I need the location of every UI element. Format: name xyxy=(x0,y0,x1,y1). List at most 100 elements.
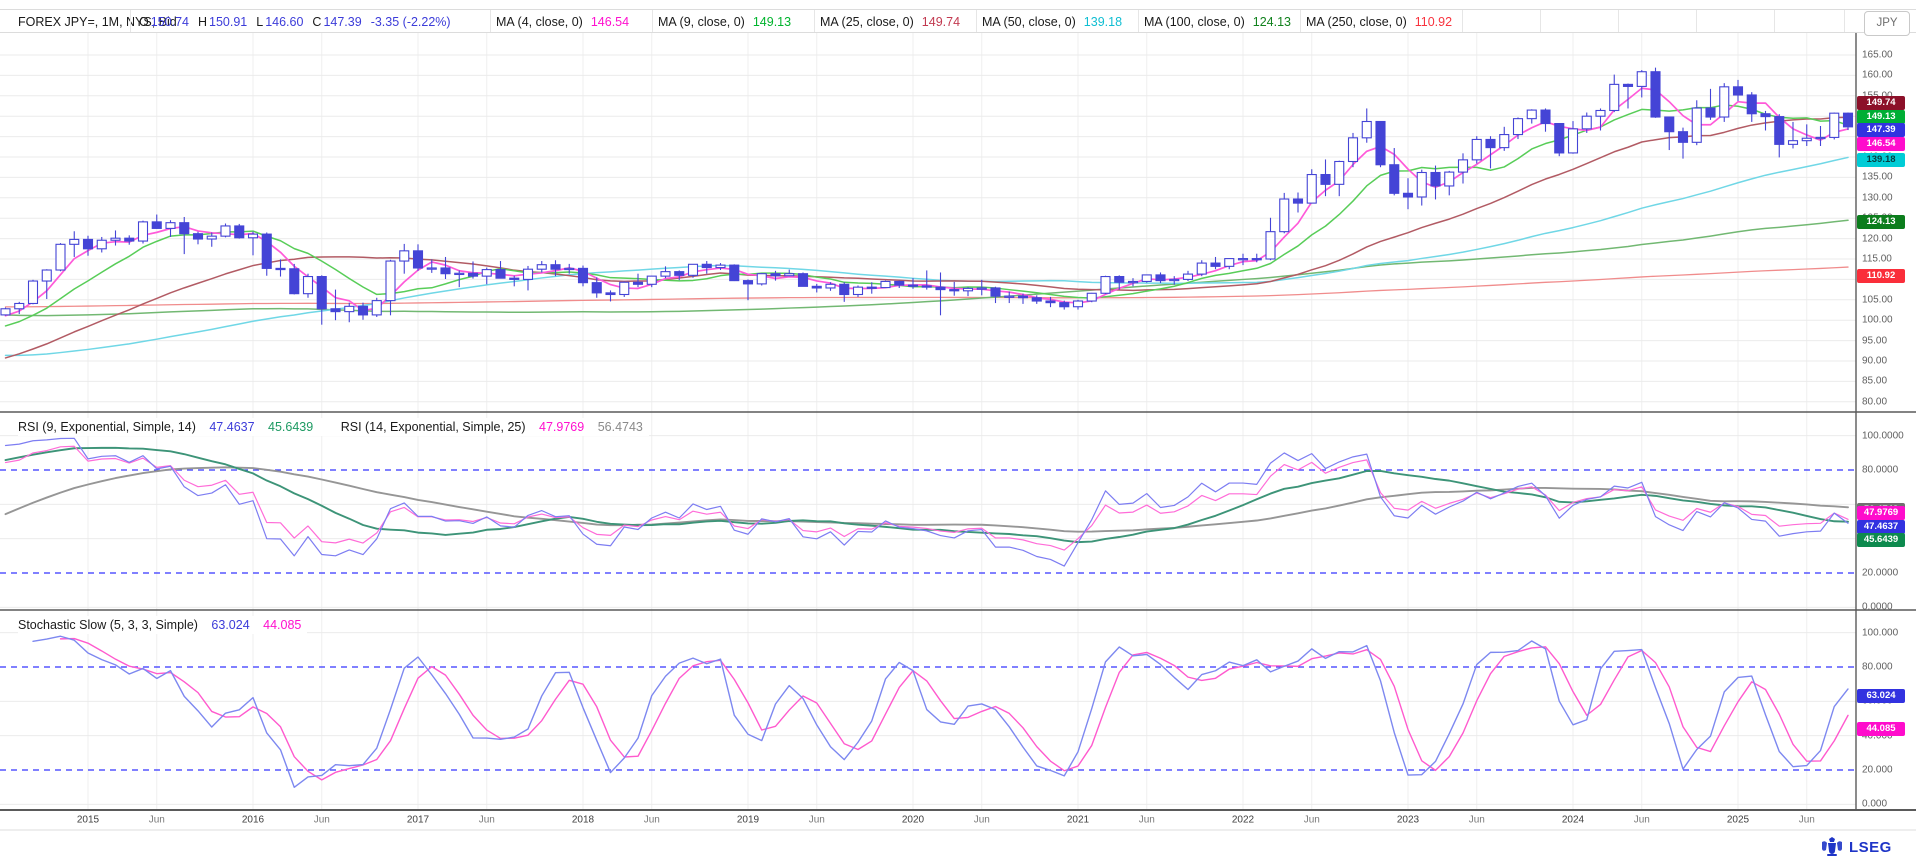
header-divider xyxy=(1300,10,1301,32)
ma-legend-label: MA (4, close, 0) xyxy=(496,15,583,29)
rsi-signal-value-2: 56.4743 xyxy=(597,420,643,434)
ma-legend-item[interactable]: MA (50, close, 0) 139.18 xyxy=(982,13,1122,31)
rsi-value-1: 47.4637 xyxy=(209,420,255,434)
price-tick-label: 120.00 xyxy=(1862,233,1893,245)
stochastic-tick-label: 0.000 xyxy=(1862,798,1888,810)
stochastic-k-value: 63.024 xyxy=(211,618,250,632)
ma-legend-label: MA (9, close, 0) xyxy=(658,15,745,29)
header-divider xyxy=(976,10,977,32)
stochastic-d-value: 44.085 xyxy=(263,618,302,632)
ma-legend-value: 149.13 xyxy=(752,15,792,29)
price-pane[interactable] xyxy=(0,33,1856,412)
price-tick-label: 80.00 xyxy=(1862,396,1888,408)
instrument-title[interactable]: FOREX JPY=, 1M, NYS, Bid xyxy=(18,15,177,29)
ma-legend-label: MA (250, close, 0) xyxy=(1306,15,1407,29)
rsi-legend-title-2: RSI (14, Exponential, Simple, 25) xyxy=(340,420,526,434)
ma-legend-label: MA (100, close, 0) xyxy=(1144,15,1245,29)
header-divider xyxy=(130,10,131,32)
price-tick-label: 135.00 xyxy=(1862,171,1893,183)
rsi-legend[interactable]: RSI (9, Exponential, Simple, 14) 47.4637… xyxy=(18,418,649,436)
ma-legend-item[interactable]: MA (250, close, 0) 110.92 xyxy=(1306,13,1452,31)
time-axis-label: Jun xyxy=(808,814,825,826)
time-axis-label: Jun xyxy=(1303,814,1320,826)
quote-field-value: 150.74 xyxy=(150,15,189,29)
price-tick-label: 105.00 xyxy=(1862,294,1893,306)
time-axis-label: 2021 xyxy=(1066,814,1090,826)
ma-legend-value: 124.13 xyxy=(1252,15,1291,29)
price-tick-label: 160.00 xyxy=(1862,69,1893,81)
time-axis-label: 2023 xyxy=(1396,814,1420,826)
header-divider xyxy=(1844,10,1845,32)
ma-legend-value: 149.74 xyxy=(921,15,961,29)
stochastic-pane[interactable] xyxy=(0,610,1856,810)
rsi-legend-title-1: RSI (9, Exponential, Simple, 14) xyxy=(18,420,196,434)
header-divider xyxy=(652,10,653,32)
price-tick-label: 130.00 xyxy=(1862,192,1893,204)
time-axis-label: 2020 xyxy=(901,814,925,826)
rsi-signal-value-1: 45.6439 xyxy=(268,420,314,434)
ma-legend-item[interactable]: MA (4, close, 0) 146.54 xyxy=(496,13,629,31)
rsi-tick-label: 80.0000 xyxy=(1862,464,1899,476)
time-axis-label: Jun xyxy=(313,814,330,826)
stochastic-axis-badge: 44.085 xyxy=(1857,721,1905,736)
price-axis-badge: 149.74 xyxy=(1857,95,1905,110)
header-divider xyxy=(814,10,815,32)
stochastic-tick-label: 40.000 xyxy=(1862,730,1893,742)
header-divider xyxy=(1462,10,1463,32)
lseg-crest-icon xyxy=(1822,837,1842,856)
rsi-axis-badge: 45.6439 xyxy=(1857,532,1905,547)
rsi-tick-label: 20.0000 xyxy=(1862,567,1899,579)
header-divider xyxy=(1138,10,1139,32)
price-tick-label: 90.00 xyxy=(1862,355,1888,367)
quote-field-label: L xyxy=(256,15,264,29)
stochastic-tick-label: 80.000 xyxy=(1862,661,1893,673)
time-axis-label: 2016 xyxy=(241,814,265,826)
price-tick-label: 115.00 xyxy=(1862,253,1892,265)
quote-field-value: 147.39 xyxy=(323,15,362,29)
time-axis-label: Jun xyxy=(1138,814,1155,826)
time-axis-label: 2015 xyxy=(76,814,100,826)
ma-legend-label: MA (25, close, 0) xyxy=(820,15,914,29)
price-tick-label: 95.00 xyxy=(1862,335,1888,347)
time-axis-label: Jun xyxy=(1798,814,1815,826)
header-divider xyxy=(490,10,491,32)
stochastic-legend[interactable]: Stochastic Slow (5, 3, 3, Simple) 63.024… xyxy=(18,616,308,634)
ma-legend-value: 110.92 xyxy=(1414,15,1453,29)
ma-legend-value: 146.54 xyxy=(590,15,630,29)
header-divider xyxy=(1774,10,1775,32)
price-axis-badge: 110.92 xyxy=(1857,268,1905,283)
price-axis-badge: 147.39 xyxy=(1857,123,1905,138)
currency-axis-chip[interactable]: JPY xyxy=(1864,11,1910,36)
header-divider xyxy=(1540,10,1541,32)
quote-values: O 150.74 H 150.91 L 146.60 C 147.39 -3.35 (-2.22… xyxy=(130,13,451,31)
time-axis-label: Jun xyxy=(1633,814,1650,826)
price-tick-label: 155.00 xyxy=(1862,90,1893,101)
quote-field-label: H xyxy=(197,15,207,29)
price-tick-label: 85.00 xyxy=(1862,375,1888,387)
quote-field-label: O xyxy=(139,15,149,29)
stochastic-tick-label: 100.000 xyxy=(1862,627,1899,639)
time-axis-label: 2019 xyxy=(736,814,760,826)
ma-legend-item[interactable]: MA (9, close, 0) 149.13 xyxy=(658,13,791,31)
time-axis-label: 2018 xyxy=(571,814,595,826)
ma-legend-item[interactable]: MA (25, close, 0) 149.74 xyxy=(820,13,960,31)
rsi-pane[interactable] xyxy=(0,412,1856,610)
time-axis-label: Jun xyxy=(1468,814,1485,826)
quote-field-value: 146.60 xyxy=(265,15,304,29)
quote-field-label: C xyxy=(312,15,322,29)
rsi-tick-label: 0.0000 xyxy=(1862,601,1893,613)
time-axis-label: Jun xyxy=(973,814,990,826)
price-tick-label: 100.00 xyxy=(1862,314,1893,326)
ma-legend-item[interactable]: MA (100, close, 0) 124.13 xyxy=(1144,13,1291,31)
time-axis-label: Jun xyxy=(643,814,660,826)
stochastic-axis-badge: 63.024 xyxy=(1857,689,1905,704)
time-axis-label: Jun xyxy=(148,814,165,826)
header-divider xyxy=(1696,10,1697,32)
stochastic-legend-title: Stochastic Slow (5, 3, 3, Simple) xyxy=(18,618,198,632)
header-divider xyxy=(1618,10,1619,32)
price-axis-badge: 139.18 xyxy=(1857,153,1905,168)
ma-legend-value: 139.18 xyxy=(1083,15,1123,29)
time-axis-label: 2017 xyxy=(406,814,430,826)
